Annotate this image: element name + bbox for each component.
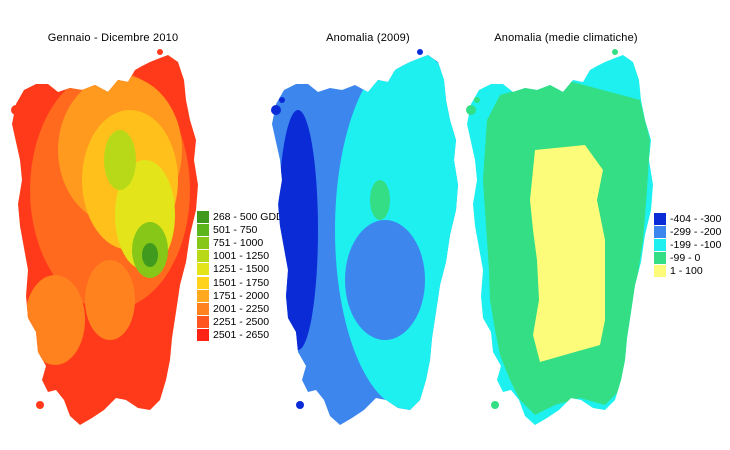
- gdd-legend-label: 268 - 500 GDD: [213, 210, 284, 223]
- anomaly-2009-island: [272, 55, 458, 425]
- gdd-legend-label: 1751 - 2000: [213, 289, 270, 302]
- gdd-legend-swatch: [197, 316, 209, 329]
- anomaly-legend-swatch: [654, 238, 666, 251]
- map3-title: Anomalia (medie climatiche): [494, 32, 638, 44]
- gdd-legend-swatch: [197, 210, 209, 223]
- gdd-legend-swatch: [197, 223, 209, 236]
- gdd-islets: [11, 49, 163, 409]
- gdd-legend-swatch: [197, 276, 209, 289]
- anomaly-legend-swatch: [654, 212, 666, 225]
- anomaly-legend-label: -404 - -300: [670, 212, 722, 225]
- anomaly-climate-islets: [466, 49, 618, 409]
- gdd-legend-item: 2001 - 2250: [197, 302, 284, 315]
- gdd-legend-item: 268 - 500 GDD: [197, 210, 284, 223]
- anomaly-legend-item: -404 - -300: [654, 212, 721, 225]
- gdd-legend-item: 2251 - 2500: [197, 316, 284, 329]
- gdd-legend-label: 1001 - 1250: [213, 250, 270, 263]
- anomaly-legend-item: -99 - 0: [654, 252, 721, 265]
- gdd-legend-swatch: [197, 302, 209, 315]
- gdd-legend-swatch: [197, 250, 209, 263]
- anomaly-legend-label: -299 - -200: [670, 225, 722, 238]
- anomaly-2009-islets: [271, 49, 423, 409]
- anomaly-legend-swatch: [654, 252, 666, 265]
- anomaly-legend-item: 1 - 100: [654, 265, 721, 278]
- anomaly-legend: -404 - -300 -299 - -200 -199 - -100 -99 - 0…: [654, 212, 721, 278]
- gdd-legend-item: 1751 - 2000: [197, 289, 284, 302]
- gdd-island: [12, 55, 198, 425]
- anomaly-legend-label: -99 - 0: [670, 252, 701, 265]
- gdd-legend-item: 1001 - 1250: [197, 250, 284, 263]
- anomaly-legend-swatch: [654, 265, 666, 278]
- map2-title: Anomalia (2009): [326, 32, 410, 44]
- gdd-legend-swatch: [197, 236, 209, 249]
- gdd-legend: 268 - 500 GDD 501 - 750 751 - 1000 1001 - 1…: [197, 210, 284, 342]
- anomaly-legend-item: -299 - -200: [654, 225, 721, 238]
- gdd-legend-item: 501 - 750: [197, 223, 284, 236]
- gdd-legend-label: 751 - 1000: [213, 236, 264, 249]
- gdd-legend-label: 2501 - 2650: [213, 329, 270, 342]
- gdd-legend-swatch: [197, 289, 209, 302]
- anomaly-legend-label: -199 - -100: [670, 238, 722, 251]
- gdd-legend-item: 1251 - 1500: [197, 263, 284, 276]
- gdd-legend-item: 1501 - 1750: [197, 276, 284, 289]
- gdd-legend-label: 501 - 750: [213, 223, 258, 236]
- gdd-legend-label: 1251 - 1500: [213, 263, 270, 276]
- anomaly-climate-island: [467, 55, 653, 425]
- anomaly-legend-swatch: [654, 225, 666, 238]
- gdd-legend-label: 2001 - 2250: [213, 302, 270, 315]
- gdd-legend-label: 1501 - 1750: [213, 276, 270, 289]
- gdd-legend-item: 2501 - 2650: [197, 329, 284, 342]
- gdd-legend-label: 2251 - 2500: [213, 316, 270, 329]
- anomaly-legend-label: 1 - 100: [670, 265, 703, 278]
- gdd-legend-swatch: [197, 263, 209, 276]
- anomaly-legend-item: -199 - -100: [654, 238, 721, 251]
- gdd-legend-item: 751 - 1000: [197, 236, 284, 249]
- map1-title: Gennaio - Dicembre 2010: [47, 32, 179, 44]
- gdd-legend-swatch: [197, 329, 209, 342]
